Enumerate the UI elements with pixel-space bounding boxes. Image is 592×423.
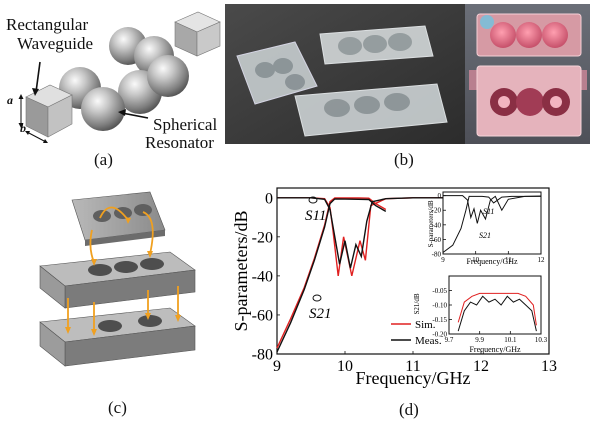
main-ylabel: S-parameters/dB (231, 211, 251, 332)
panel-a: Rectangular Waveguide a b Spherical Reso… (0, 0, 230, 170)
legend-label-sim: Sim. (415, 319, 436, 331)
inset1-ytick-label: -60 (432, 236, 442, 244)
label-dim-b: b (20, 121, 26, 135)
inset1-ytick-label: -20 (432, 207, 442, 215)
left-waveguide (25, 84, 73, 138)
inset1-annotation-s11: S11 (483, 207, 494, 216)
waveguide-resonator-illustration (18, 11, 221, 143)
inset2-ytick-label: -0.20 (432, 330, 447, 338)
inset1-ytick-label: -40 (432, 221, 442, 229)
annotation-s21: S21 (309, 294, 332, 322)
inset2-ytick-label: -0.05 (432, 287, 447, 295)
inset1-plot-frame (442, 191, 542, 255)
main-ytick-label: -60 (252, 308, 273, 325)
inset2-plot-frame (448, 275, 542, 335)
plated-top-part (476, 13, 582, 57)
main-series-s21-meas (276, 198, 387, 353)
inset2-xtick-label: 9.9 (475, 336, 484, 344)
label-rectangular: Rectangular (6, 15, 89, 34)
inset2-ytick-label: -0.15 (432, 316, 447, 324)
inset2-xtick-label: 10.3 (535, 336, 548, 344)
clear-bottom-part (294, 83, 448, 137)
main-series-s11-meas (277, 197, 481, 269)
clear-top-part (319, 25, 434, 65)
main-ytick-label: -20 (252, 229, 273, 246)
main-xtick-label: 9 (273, 358, 281, 375)
panel-c (30, 190, 210, 375)
sphere-5 (147, 55, 189, 97)
assembly-bottom (39, 307, 196, 367)
inset2-xlabel: Frequency/GHz (469, 345, 521, 354)
label-spherical: Spherical (153, 115, 218, 134)
caption-d: (d) (399, 400, 419, 419)
inset2-ylabel: S21/dB (413, 293, 421, 314)
inset1-ylabel: S-parameters/dB (427, 200, 435, 247)
caption-a: (a) (94, 150, 113, 169)
main-xlabel: Frequency/GHz (356, 368, 471, 388)
exploded-assembly-illustration (39, 191, 196, 367)
clear-lid-part (236, 41, 318, 105)
inset1-xtick-label: 11 (505, 256, 512, 264)
inset2-xtick-label: 10.1 (504, 336, 517, 344)
inset1-series-s11 (443, 195, 542, 224)
label-resonator: Resonator (145, 133, 214, 152)
fabricated-filter-photo (225, 4, 590, 144)
inset1-xlabel: Frequency/GHz (466, 257, 518, 266)
inset1-xtick-label: 9 (441, 256, 445, 264)
right-waveguide (174, 11, 221, 57)
caption-b: (b) (394, 150, 414, 169)
assembly-middle (39, 251, 196, 309)
main-ytick-label: -40 (252, 268, 273, 285)
inset1-annotation-s21: S21 (479, 231, 491, 240)
sphere-6 (81, 87, 125, 131)
label-dim-a: a (7, 93, 13, 107)
inset1-series-s21 (442, 195, 541, 253)
main-ytick-label: -80 (252, 347, 273, 364)
inset1-ytick-label: 0 (438, 192, 442, 200)
main-xtick-label: 12 (473, 358, 489, 375)
caption-c: (c) (108, 398, 127, 417)
inset1-annotations: S11 S21 (479, 207, 494, 240)
main-xtick-label: 13 (541, 358, 557, 375)
annotation-s11-text: S11 (305, 208, 326, 224)
main-ytick-label: 0 (265, 190, 273, 207)
inset2-ytick-label: -0.10 (432, 301, 447, 309)
inset2-series-sim (457, 292, 537, 326)
chart-legend: Sim. Meas. (391, 319, 442, 347)
main-series-s21-sim (276, 197, 387, 349)
legend-label-meas: Meas. (415, 335, 442, 347)
main-xtick-label: 10 (337, 358, 353, 375)
label-waveguide: Waveguide (17, 34, 94, 53)
panel-b-photo (225, 4, 590, 144)
panel-d: 9 10 11 12 13 0 -20 -40 -60 -80 9 10 11 12 0 -20 -40 -60… (225, 178, 592, 398)
inset1-xtick-label: 10 (472, 256, 480, 264)
s-parameter-chart: 9 10 11 12 13 0 -20 -40 -60 -80 9 10 11 12 0 -20 -40 -60… (231, 187, 557, 388)
annotation-s11: S11 (305, 196, 326, 224)
inset2-series-meas (457, 295, 537, 332)
plated-bottom-part (469, 65, 587, 137)
main-xtick-label: 11 (405, 358, 420, 375)
assembly-lid (71, 191, 166, 246)
annotation-s21-text: S21 (309, 306, 332, 322)
inset1-ytick-label: -80 (432, 250, 442, 258)
inset2-xtick-label: 9.7 (445, 336, 454, 344)
inset1-xtick-label: 12 (538, 256, 546, 264)
